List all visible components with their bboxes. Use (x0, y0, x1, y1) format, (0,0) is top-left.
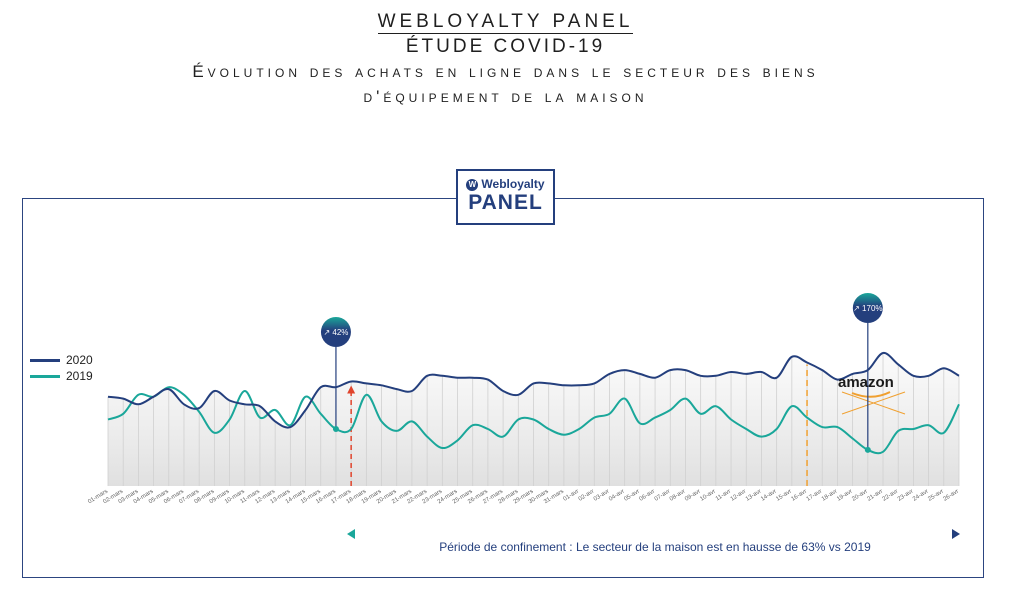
tick-label-09-avr: 09-avr (684, 489, 702, 503)
webloyalty-w-icon: W (466, 178, 479, 191)
amazon-cross-line-2 (841, 391, 906, 415)
tick-label-02-avr: 02-avr (578, 489, 596, 503)
amazon-smile-icon (851, 391, 891, 398)
tick-label-10-avr: 10-avr (699, 489, 717, 503)
logo-brand: Webloyalty (481, 177, 545, 191)
subtitle: ÉTUDE COVID-19 (405, 36, 606, 57)
webloyalty-logo: W Webloyalty PANEL (456, 169, 555, 225)
header: WEBLOYALTY PANEL ÉTUDE COVID-19 Évolutio… (0, 10, 1011, 109)
legend-swatch-2019 (30, 374, 60, 378)
tick-label-17-avr: 17-avr (806, 489, 824, 503)
annotation-bubble-16-mars (320, 317, 351, 347)
tick-label-19-avr: 19-avr (836, 489, 854, 503)
tick-label-01-avr: 01-avr (563, 489, 581, 503)
annotation-label-20-avr: ↗ 170% (853, 304, 882, 313)
legend-swatch-2020 (30, 358, 60, 362)
tick-label-22-avr: 22-avr (882, 489, 900, 503)
annotation-bubble-20-avr (852, 293, 883, 323)
description-line-1: Évolution des achats en ligne dans le se… (192, 62, 819, 81)
tick-label-05-avr: 05-avr (623, 489, 641, 503)
confinement-label: Période de confinement : Le secteur de l… (439, 540, 871, 554)
tick-label-03-avr: 03-avr (593, 489, 611, 503)
tick-label-23-avr: 23-avr (897, 489, 915, 503)
marker-red-arrowhead (347, 385, 356, 394)
tick-label-08-avr: 08-avr (669, 489, 687, 503)
tick-label-25-avr: 25-avr (927, 489, 945, 503)
tick-label-24-avr: 24-avr (912, 489, 930, 503)
confinement-arrowhead-left (347, 529, 355, 539)
logo-panel: PANEL (468, 191, 543, 214)
tick-label-16-avr: 16-avr (790, 489, 808, 503)
legend: 2020 2019 (30, 352, 93, 384)
tick-label-11-avr: 11-avr (715, 489, 732, 503)
annotation-point-20-avr (864, 446, 871, 453)
amazon-logo: amazon (838, 374, 894, 391)
series-line-2019 (107, 386, 960, 455)
tick-label-14-avr: 14-avr (760, 489, 778, 503)
tick-label-06-avr: 06-avr (639, 489, 657, 503)
legend-item-2020: 2020 (30, 352, 93, 368)
legend-item-2019: 2019 (30, 368, 93, 384)
tick-label-15-avr: 15-avr (775, 489, 793, 503)
tick-label-21-avr: 21-avr (866, 489, 884, 503)
annotation-label-16-mars: ↗ 42% (323, 328, 348, 337)
confinement-arrowhead-right (952, 529, 960, 539)
description-line-2: d'équipement de la maison (363, 87, 648, 106)
annotation-point-16-mars (332, 426, 339, 432)
tick-label-20-avr: 20-avr (851, 489, 869, 503)
series-line-2020 (107, 351, 960, 429)
title: WEBLOYALTY PANEL (377, 11, 634, 34)
tick-label-13-avr: 13-avr (745, 489, 763, 503)
tick-label-07-avr: 07-avr (654, 489, 672, 503)
tick-label-18-avr: 18-avr (821, 489, 839, 503)
tick-label-12-avr: 12-avr (730, 489, 748, 503)
tick-label-04-avr: 04-avr (608, 489, 626, 503)
tick-label-26-avr: 26-avr (942, 489, 960, 503)
